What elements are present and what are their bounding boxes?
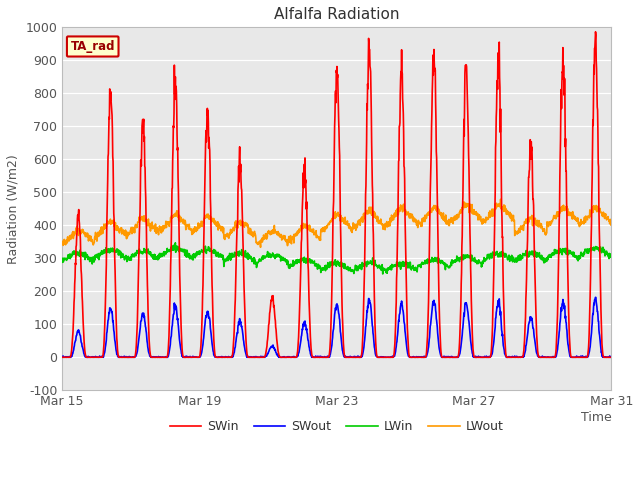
Line: SWin: SWin bbox=[62, 32, 611, 357]
LWout bbox=[196, 223, 204, 229]
LWout bbox=[148, 226, 156, 231]
SWin bbox=[592, 29, 600, 35]
LWin bbox=[58, 259, 66, 265]
SWout bbox=[607, 354, 615, 360]
LWout bbox=[257, 244, 264, 250]
SWout bbox=[487, 353, 495, 359]
LWin bbox=[148, 252, 156, 258]
Title: Alfalfa Radiation: Alfalfa Radiation bbox=[274, 7, 399, 22]
LWin bbox=[172, 240, 179, 246]
LWout bbox=[354, 222, 362, 228]
LWout bbox=[487, 214, 495, 219]
LWout bbox=[180, 218, 188, 224]
SWin bbox=[74, 216, 81, 222]
LWin bbox=[74, 251, 81, 256]
Line: SWout: SWout bbox=[62, 297, 611, 357]
Line: LWin: LWin bbox=[62, 243, 611, 274]
SWout bbox=[58, 354, 66, 360]
SWin bbox=[180, 354, 188, 360]
LWout bbox=[607, 221, 615, 227]
SWin bbox=[148, 354, 156, 360]
LWin bbox=[180, 247, 188, 252]
SWout bbox=[354, 353, 362, 359]
LWin bbox=[607, 254, 615, 260]
LWout bbox=[58, 239, 66, 244]
SWout bbox=[592, 294, 600, 300]
SWin bbox=[607, 354, 615, 360]
LWout bbox=[497, 196, 504, 202]
Line: LWout: LWout bbox=[62, 199, 611, 247]
LWin bbox=[379, 271, 387, 277]
LWin bbox=[487, 254, 495, 260]
SWin bbox=[196, 354, 204, 360]
SWin bbox=[58, 354, 66, 360]
SWout bbox=[74, 328, 81, 334]
Text: TA_rad: TA_rad bbox=[70, 40, 115, 53]
X-axis label: Time: Time bbox=[580, 411, 611, 424]
SWout bbox=[149, 354, 157, 360]
Legend: SWin, SWout, LWin, LWout: SWin, SWout, LWin, LWout bbox=[165, 416, 509, 438]
LWin bbox=[196, 251, 204, 256]
LWout bbox=[74, 225, 81, 230]
Y-axis label: Radiation (W/m2): Radiation (W/m2) bbox=[7, 154, 20, 264]
SWout bbox=[59, 354, 67, 360]
SWout bbox=[180, 354, 188, 360]
LWin bbox=[354, 267, 362, 273]
SWout bbox=[196, 353, 204, 359]
SWin bbox=[486, 354, 494, 360]
SWin bbox=[353, 354, 361, 360]
